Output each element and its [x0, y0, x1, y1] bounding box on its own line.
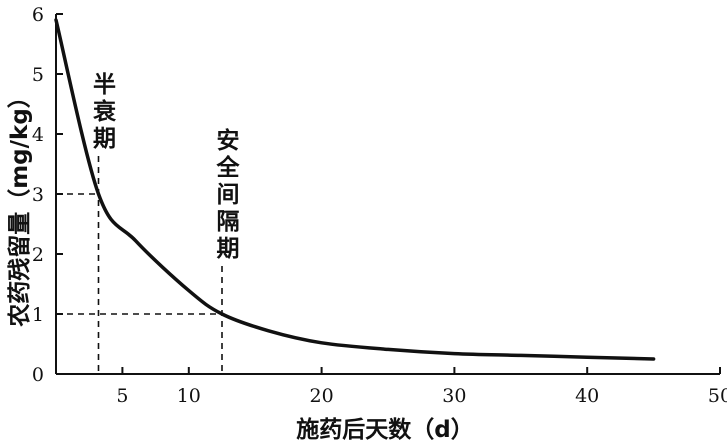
x-axis-label: 施药后天数（d）	[296, 416, 473, 443]
y-tick-label: 5	[32, 64, 44, 86]
y-tick-label: 2	[32, 244, 44, 266]
chart-axes	[55, 14, 720, 375]
x-tick-label: 10	[177, 385, 201, 407]
residue-curve	[54, 18, 656, 361]
annotation-char: 全	[216, 154, 241, 181]
y-tick-label: 3	[32, 184, 44, 206]
annotation-char: 隔	[217, 209, 240, 235]
y-tick-label: 4	[32, 124, 44, 146]
x-ticks: 5 10 20 30 40 50	[116, 367, 727, 407]
y-tick-label: 1	[32, 304, 44, 326]
x-tick-label: 40	[575, 385, 599, 407]
series-layer	[54, 18, 656, 361]
annotation-char: 衰	[92, 98, 117, 125]
annotation-char: 间	[217, 182, 240, 208]
annotation-char: 半	[93, 72, 116, 98]
annotation-half-life: 半衰期	[92, 72, 117, 374]
x-tick-label: 5	[116, 385, 128, 407]
y-tick-label: 6	[32, 4, 44, 26]
annotation-char: 期	[217, 236, 240, 262]
x-tick-label: 30	[442, 385, 466, 407]
reference-lines	[56, 193, 222, 315]
annotation-char: 安	[217, 127, 240, 154]
y-tick-label: 0	[32, 364, 44, 386]
x-tick-label: 20	[310, 385, 334, 407]
y-axis-label: 农药残留量（mg/kg）	[6, 85, 33, 328]
y-ticks: 0 1 2 3 4 5 6	[32, 4, 63, 386]
annotation-char: 期	[93, 126, 116, 152]
x-tick-label: 50	[708, 385, 727, 407]
